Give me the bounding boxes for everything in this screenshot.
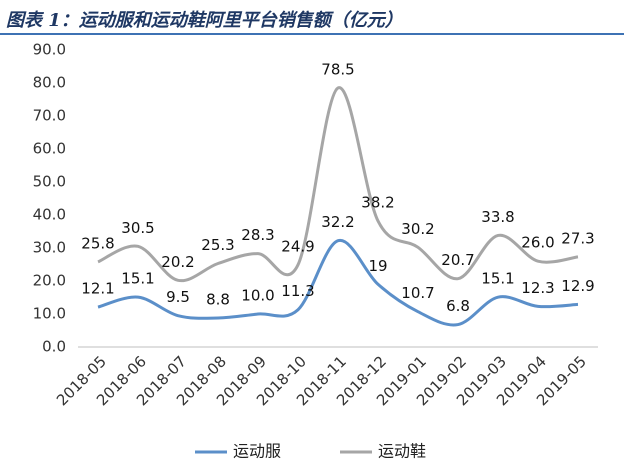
y-tick-label: 30.0 — [33, 239, 66, 257]
value-label: 28.3 — [241, 226, 274, 244]
value-label: 20.2 — [161, 253, 194, 271]
y-tick-label: 0.0 — [42, 338, 66, 356]
value-label: 25.8 — [81, 234, 114, 252]
value-label: 33.8 — [481, 208, 514, 226]
legend-label: 运动鞋 — [378, 442, 426, 461]
series-line — [97, 86, 579, 283]
y-tick-label: 40.0 — [33, 206, 66, 224]
value-label: 78.5 — [321, 60, 354, 78]
value-label: 19 — [368, 257, 387, 275]
y-tick-label: 50.0 — [33, 173, 66, 191]
y-tick-label: 60.0 — [33, 140, 66, 158]
value-label: 20.7 — [441, 251, 474, 269]
y-tick-label: 20.0 — [33, 272, 66, 290]
value-label: 10.0 — [241, 287, 274, 305]
value-label: 25.3 — [201, 236, 234, 254]
y-tick-label: 80.0 — [33, 74, 66, 92]
value-label: 11.3 — [281, 282, 314, 300]
legend-label: 运动服 — [233, 442, 281, 461]
y-tick-label: 90.0 — [33, 41, 66, 59]
value-label: 8.8 — [206, 290, 230, 308]
value-label: 24.9 — [281, 237, 314, 255]
value-label: 32.2 — [321, 213, 354, 231]
value-label: 38.2 — [361, 193, 394, 211]
value-label: 15.1 — [481, 270, 514, 288]
value-label: 30.5 — [121, 219, 154, 237]
value-label: 6.8 — [446, 297, 470, 315]
value-label: 26.0 — [521, 234, 554, 252]
value-label: 27.3 — [561, 229, 594, 247]
value-label: 12.3 — [521, 279, 554, 297]
value-label: 30.2 — [401, 220, 434, 238]
y-tick-label: 70.0 — [33, 107, 66, 125]
y-tick-label: 10.0 — [33, 305, 66, 323]
chart-title: 图表 1：运动服和运动鞋阿里平台销售额（亿元） — [6, 10, 403, 31]
series-line — [97, 239, 579, 327]
value-label: 12.1 — [81, 280, 114, 298]
value-label: 9.5 — [166, 288, 190, 306]
value-label: 12.9 — [561, 277, 594, 295]
value-label: 15.1 — [121, 270, 154, 288]
value-label: 10.7 — [401, 284, 434, 302]
